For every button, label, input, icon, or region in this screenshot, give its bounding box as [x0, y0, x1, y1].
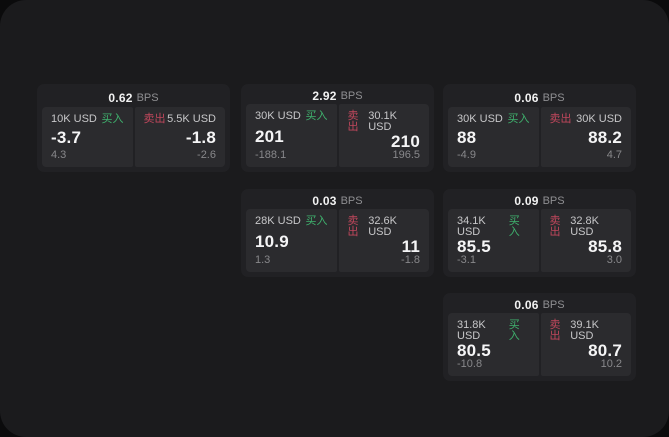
- buy-price: -3.7: [51, 128, 82, 147]
- sell-delta: 196.5: [392, 149, 420, 161]
- buy-sell-row: 10K USD 买入 -3.7 4.3 卖出 5.5K USD -1.8 -2.…: [42, 107, 225, 167]
- sell-panel[interactable]: 卖出 30K USD 88.2 4.7: [540, 107, 631, 167]
- buy-price: 10.9: [255, 231, 289, 251]
- buy-side-label: 买入: [508, 319, 520, 342]
- quote-card: 0.62 BPS 10K USD 买入 -3.7 4.3 卖出 5.5K USD…: [37, 84, 230, 172]
- buy-delta: -4.9: [457, 149, 476, 161]
- sell-price: 88.2: [588, 128, 622, 147]
- buy-price: 80.5: [457, 341, 491, 360]
- buy-side-label: 买入: [507, 113, 530, 125]
- buy-price: 201: [255, 126, 284, 146]
- bps-unit: BPS: [542, 91, 565, 104]
- buy-amount-label: 31.8K USD: [457, 319, 486, 342]
- sell-panel[interactable]: 卖出 32.6K USD 11 -1.8: [338, 209, 429, 272]
- sell-delta: 3.0: [606, 254, 622, 266]
- buy-panel[interactable]: 30K USD 买入 88 -4.9: [448, 107, 539, 167]
- buy-amount-label: 34.1K USD: [457, 215, 486, 238]
- buy-delta: -3.1: [457, 254, 476, 266]
- sell-panel[interactable]: 卖出 39.1K USD 80.7 10.2: [540, 313, 631, 376]
- sell-side-label: 卖出: [549, 319, 561, 342]
- buy-panel[interactable]: 30K USD 买入 201 -188.1: [246, 104, 337, 167]
- buy-sell-row: 34.1K USD 买入 85.5 -3.1 卖出 32.8K USD 85.8…: [448, 209, 631, 272]
- bps-header: 0.09 BPS: [448, 193, 631, 209]
- sell-amount-label: 30.1K USD: [368, 110, 397, 133]
- bps-unit: BPS: [340, 90, 363, 102]
- sell-side-label: 卖出: [347, 110, 359, 133]
- buy-sell-row: 30K USD 买入 88 -4.9 卖出 30K USD 88.2 4.7: [448, 107, 631, 167]
- bps-value: 0.09: [514, 194, 539, 208]
- buy-price: 88: [457, 128, 477, 147]
- quote-card: 0.09 BPS 34.1K USD 买入 85.5 -3.1 卖出 32.8K…: [443, 189, 636, 277]
- buy-delta: 4.3: [51, 149, 67, 161]
- sell-side-label: 卖出: [143, 113, 166, 125]
- sell-price: 11: [401, 237, 420, 256]
- buy-panel[interactable]: 28K USD 买入 10.9 1.3: [246, 209, 337, 272]
- bps-header: 0.06 BPS: [448, 88, 631, 107]
- buy-panel[interactable]: 31.8K USD 买入 80.5 -10.8: [448, 313, 539, 376]
- sell-price: 210: [391, 132, 420, 151]
- bps-unit: BPS: [542, 195, 565, 207]
- buy-amount-label: 10K USD: [51, 113, 97, 125]
- sell-side-label: 卖出: [347, 215, 359, 238]
- bps-value: 0.06: [514, 298, 539, 312]
- sell-delta: 4.7: [606, 149, 622, 161]
- sell-panel[interactable]: 卖出 5.5K USD -1.8 -2.6: [134, 107, 225, 167]
- sell-price: 85.8: [588, 237, 622, 256]
- bps-header: 0.03 BPS: [246, 193, 429, 209]
- buy-panel[interactable]: 10K USD 买入 -3.7 4.3: [42, 107, 133, 167]
- sell-amount-label: 30K USD: [576, 113, 622, 125]
- buy-sell-row: 31.8K USD 买入 80.5 -10.8 卖出 39.1K USD 80.…: [448, 313, 631, 376]
- buy-amount-label: 30K USD: [255, 110, 301, 122]
- buy-side-label: 买入: [305, 110, 328, 122]
- bps-value: 2.92: [312, 89, 337, 103]
- buy-side-label: 买入: [305, 215, 328, 227]
- bps-unit: BPS: [340, 195, 363, 207]
- buy-panel[interactable]: 34.1K USD 买入 85.5 -3.1: [448, 209, 539, 272]
- sell-delta: -1.8: [401, 254, 420, 266]
- buy-delta: -188.1: [255, 149, 287, 161]
- buy-side-label: 买入: [508, 215, 520, 238]
- sell-price: -1.8: [185, 128, 216, 147]
- quote-card: 0.06 BPS 30K USD 买入 88 -4.9 卖出 30K USD 8…: [443, 84, 636, 172]
- buy-amount-label: 30K USD: [457, 113, 503, 125]
- buy-sell-row: 28K USD 买入 10.9 1.3 卖出 32.6K USD 11 -1.8: [246, 209, 429, 272]
- sell-delta: 10.2: [600, 358, 622, 370]
- buy-price: 85.5: [457, 237, 491, 256]
- bps-value: 0.62: [108, 90, 133, 105]
- sell-amount-label: 32.8K USD: [570, 215, 599, 238]
- sell-amount-label: 5.5K USD: [167, 113, 216, 125]
- quote-card: 0.06 BPS 31.8K USD 买入 80.5 -10.8 卖出 39.1…: [443, 293, 636, 381]
- sell-side-label: 卖出: [549, 113, 572, 125]
- sell-side-label: 卖出: [549, 215, 561, 238]
- bps-value: 0.03: [312, 194, 337, 208]
- quote-card: 0.03 BPS 28K USD 买入 10.9 1.3 卖出 32.6K US…: [241, 189, 434, 277]
- sell-amount-label: 39.1K USD: [570, 319, 599, 342]
- bps-header: 0.06 BPS: [448, 297, 631, 313]
- bps-header: 2.92 BPS: [246, 88, 429, 104]
- sell-amount-label: 32.6K USD: [368, 215, 397, 238]
- buy-delta: -10.8: [457, 358, 483, 370]
- sell-panel[interactable]: 卖出 32.8K USD 85.8 3.0: [540, 209, 631, 272]
- buy-amount-label: 28K USD: [255, 215, 301, 227]
- sell-panel[interactable]: 卖出 30.1K USD 210 196.5: [338, 104, 429, 167]
- bps-header: 0.62 BPS: [42, 88, 225, 107]
- buy-side-label: 买入: [101, 113, 124, 125]
- quote-card: 2.92 BPS 30K USD 买入 201 -188.1 卖出 30.1K …: [241, 84, 434, 172]
- sell-delta: -2.6: [197, 149, 216, 161]
- sell-price: 80.7: [588, 341, 622, 360]
- buy-delta: 1.3: [255, 254, 271, 266]
- bps-unit: BPS: [136, 91, 159, 104]
- bps-value: 0.06: [514, 90, 539, 105]
- buy-sell-row: 30K USD 买入 201 -188.1 卖出 30.1K USD 210 1…: [246, 104, 429, 167]
- bps-unit: BPS: [542, 299, 565, 311]
